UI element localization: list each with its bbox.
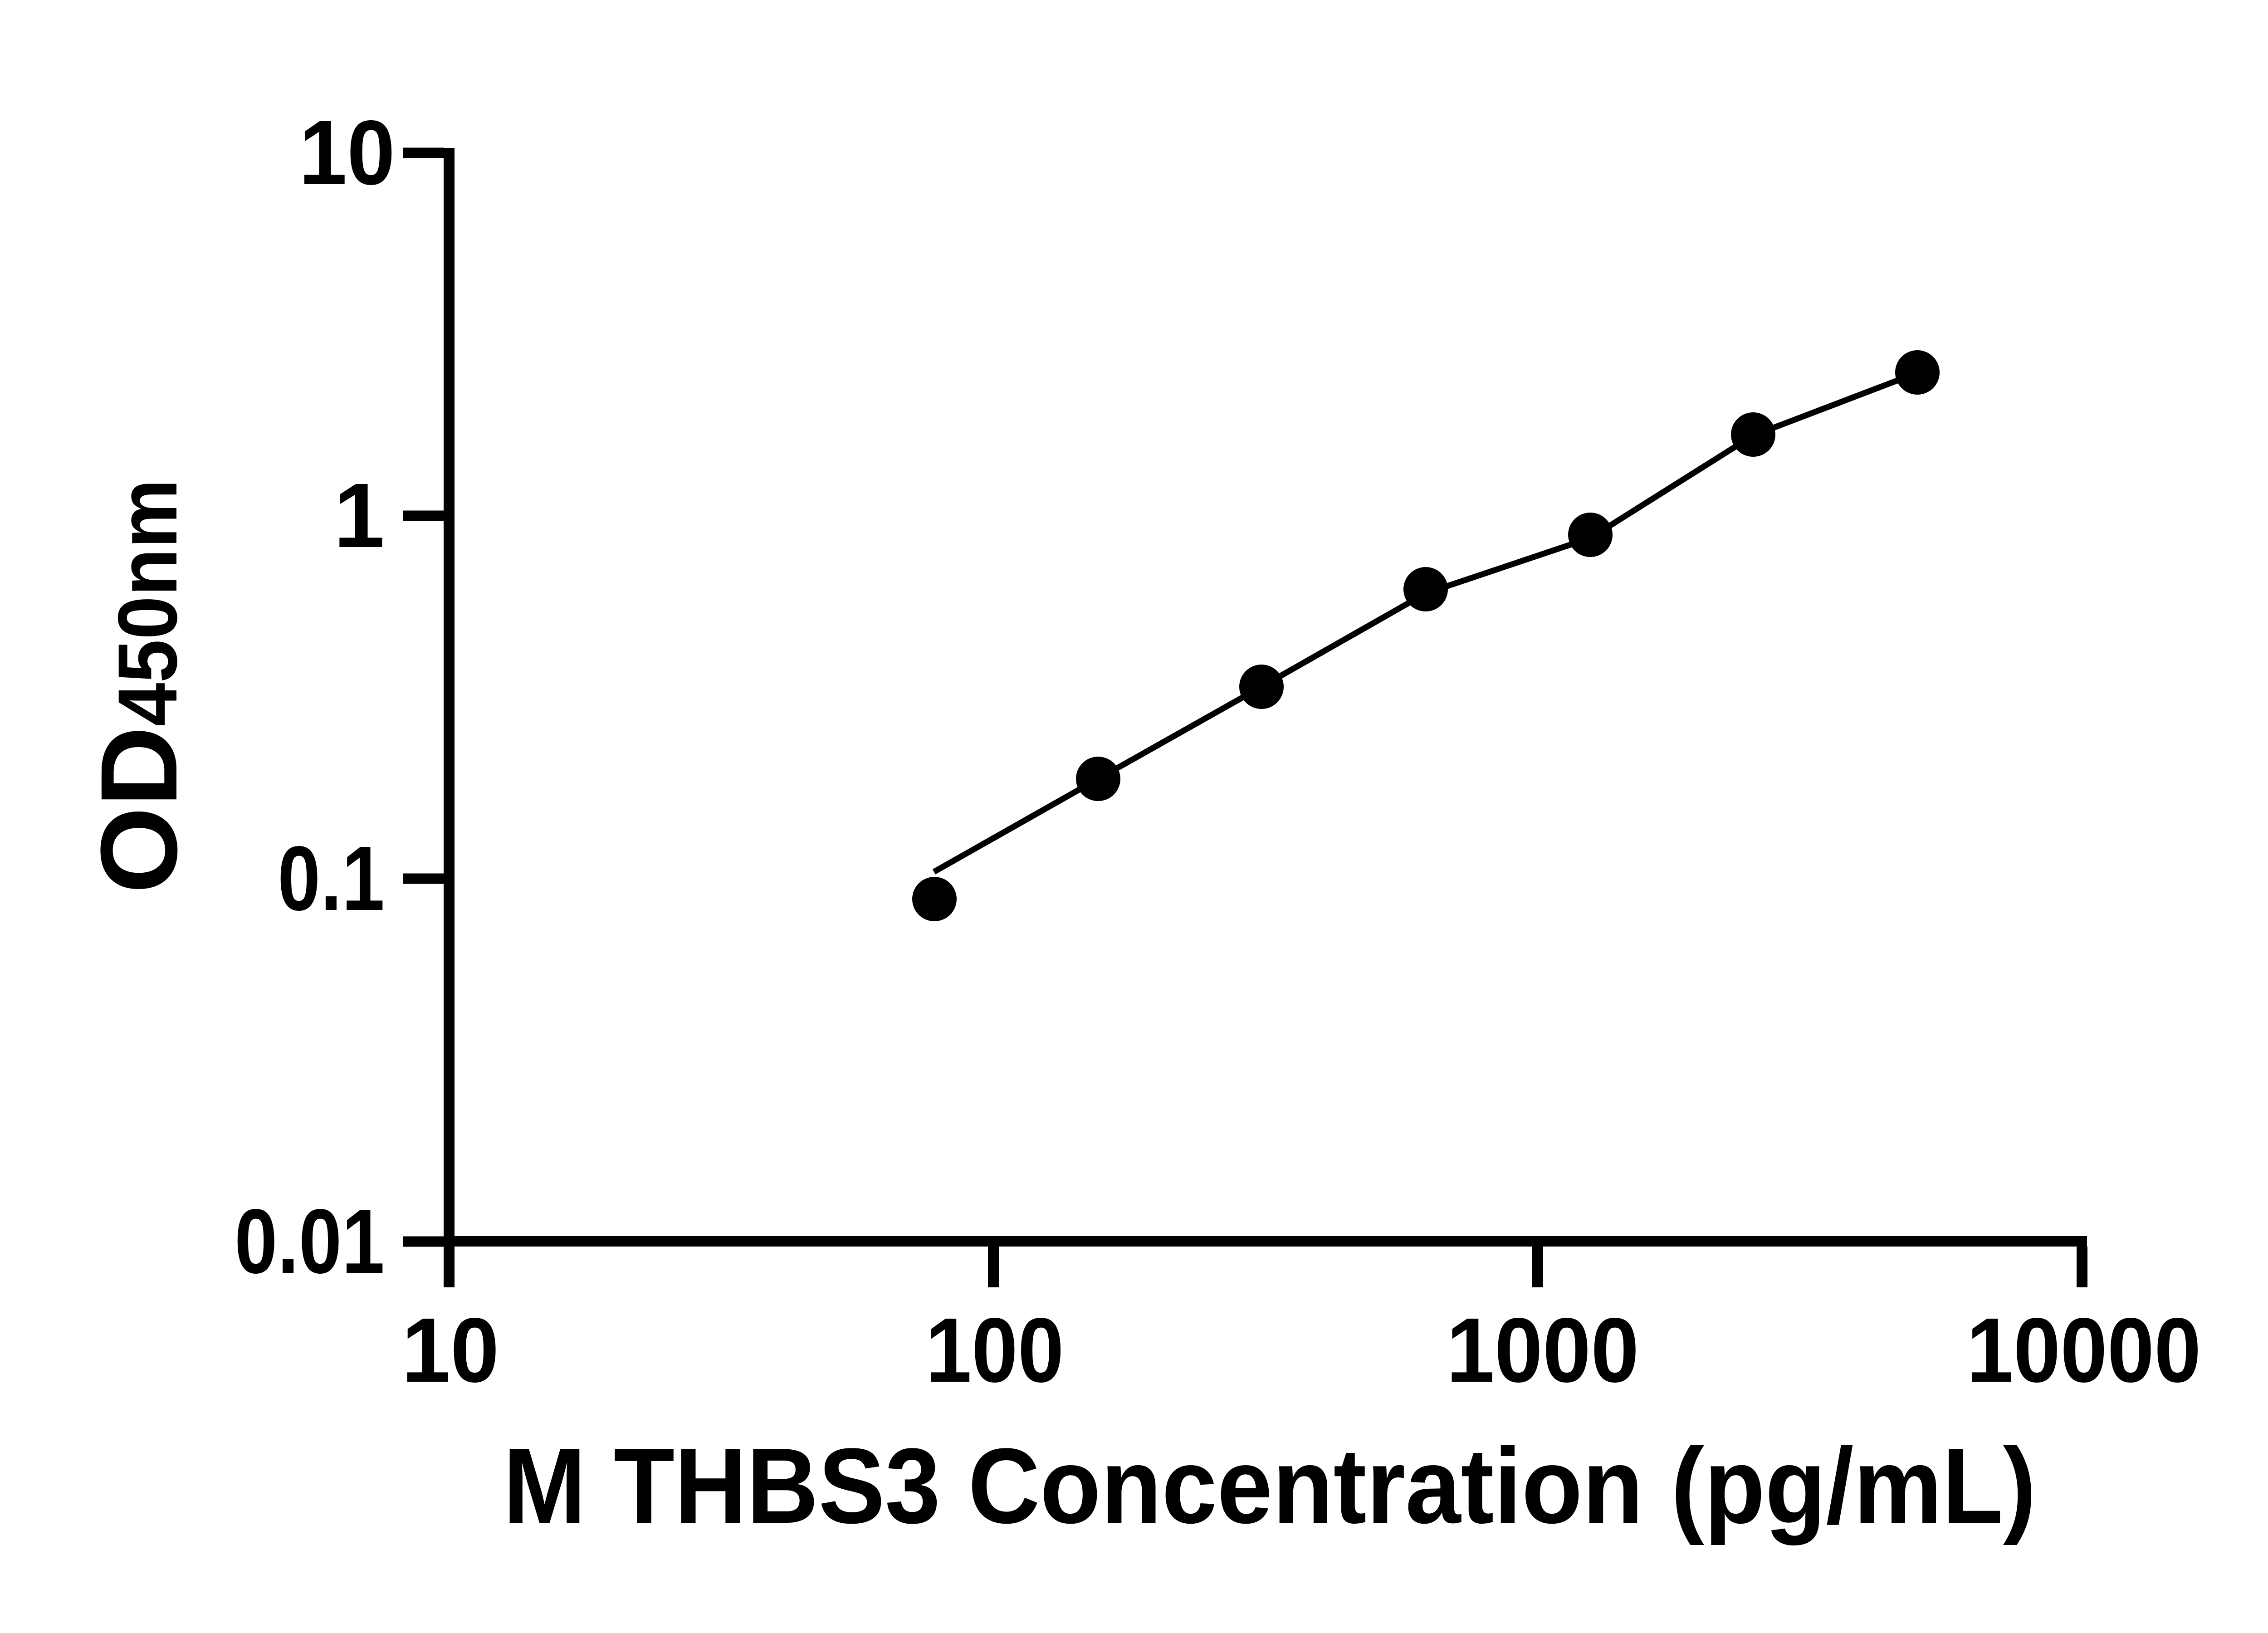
- svg-text:100: 100: [926, 1299, 1064, 1401]
- svg-text:1: 1: [334, 464, 385, 567]
- svg-text:OD450nm: OD450nm: [78, 479, 200, 894]
- svg-text:0.01: 0.01: [235, 1190, 385, 1292]
- svg-text:M THBS3 Concentration (pg/mL): M THBS3 Concentration (pg/mL): [503, 1426, 2036, 1546]
- svg-text:10000: 10000: [1967, 1299, 2201, 1401]
- svg-text:10: 10: [299, 101, 395, 204]
- svg-text:1000: 1000: [1447, 1299, 1639, 1401]
- svg-text:10: 10: [402, 1299, 499, 1401]
- svg-text:0.1: 0.1: [278, 827, 385, 929]
